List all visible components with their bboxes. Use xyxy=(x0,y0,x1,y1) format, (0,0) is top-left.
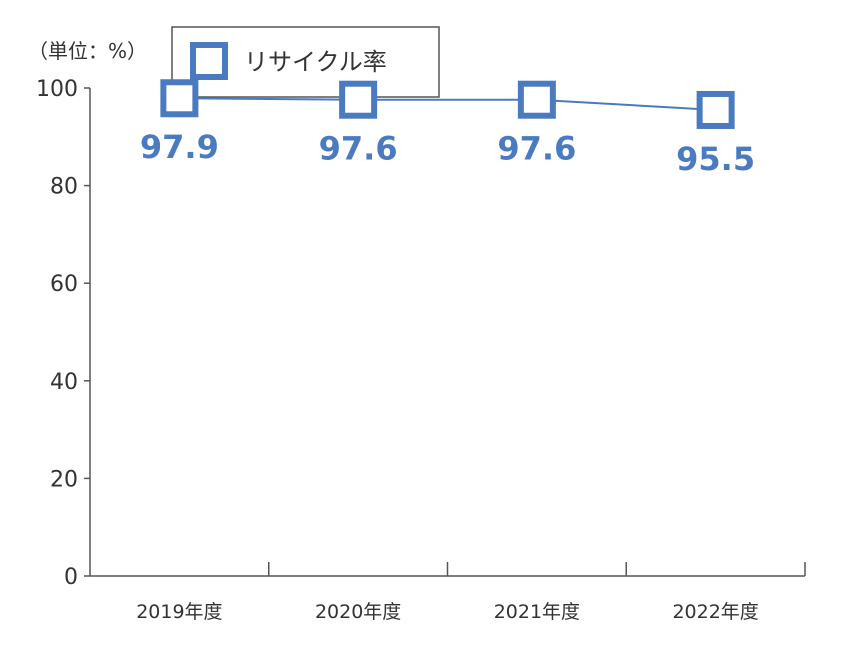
data-label: 97.6 xyxy=(319,130,398,168)
data-label: 95.5 xyxy=(676,140,755,178)
legend-marker-icon xyxy=(190,42,228,80)
x-tick-label: 2020年度 xyxy=(315,601,401,623)
x-tick-label: 2019年度 xyxy=(136,601,222,623)
series-recycle-rate: 97.9 97.6 97.6 95.5 xyxy=(140,79,755,178)
legend-label: リサイクル率 xyxy=(244,48,387,76)
x-tick-label: 2021年度 xyxy=(494,601,580,623)
y-tick-label: 80 xyxy=(50,175,78,200)
y-tick-label: 100 xyxy=(36,77,78,102)
data-point-marker xyxy=(696,90,735,129)
y-tick-label: 60 xyxy=(50,272,78,297)
y-tick-label: 40 xyxy=(50,370,78,395)
legend: リサイクル率 xyxy=(171,26,440,98)
y-ticks: 0 20 40 60 80 100 xyxy=(36,77,90,590)
x-ticks: 2019年度 2020年度 2021年度 2022年度 xyxy=(136,562,806,623)
data-point-marker xyxy=(160,79,199,118)
data-point-marker xyxy=(517,80,556,119)
unit-label: （単位：%） xyxy=(28,39,147,63)
data-point-marker xyxy=(339,80,378,119)
y-tick-label: 20 xyxy=(50,467,78,492)
data-label: 97.6 xyxy=(497,130,576,168)
x-tick-label: 2022年度 xyxy=(672,601,758,623)
y-tick-label: 0 xyxy=(64,565,78,590)
series-line xyxy=(179,97,716,111)
data-label: 97.9 xyxy=(140,128,219,166)
